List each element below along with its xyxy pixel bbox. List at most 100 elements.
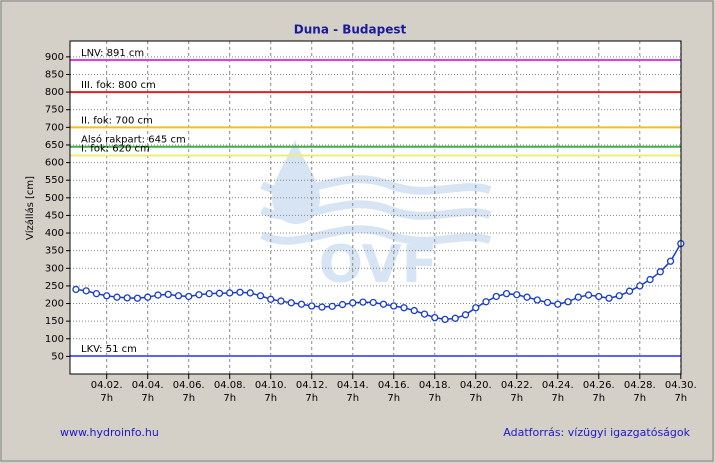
watermark: OVF bbox=[319, 235, 438, 295]
point bbox=[564, 298, 572, 306]
point bbox=[420, 310, 429, 318]
point bbox=[523, 293, 531, 301]
x-tick-label: 04.08. bbox=[214, 380, 246, 391]
footer-right: Adatforrás: vízügyi igazgatóságok bbox=[503, 426, 690, 439]
y-tick-label: 700 bbox=[45, 122, 64, 133]
point bbox=[164, 290, 172, 299]
x-tick-time: 7h bbox=[182, 393, 195, 404]
x-tick-label: 04.20. bbox=[460, 380, 492, 391]
y-tick-label: 100 bbox=[45, 334, 64, 345]
point bbox=[410, 306, 418, 315]
logo: OVF bbox=[260, 140, 492, 295]
x-tick-label: 04.02. bbox=[91, 380, 123, 391]
x-tick-label: 04.30. bbox=[665, 380, 697, 391]
x-tick-time: 7h bbox=[223, 393, 236, 404]
point bbox=[287, 299, 295, 307]
point bbox=[154, 291, 162, 299]
y-tick-label: 350 bbox=[45, 246, 64, 257]
x-tick-time: 7h bbox=[387, 393, 400, 404]
x-tick-time: 7h bbox=[469, 393, 482, 404]
point bbox=[103, 292, 111, 300]
point bbox=[246, 289, 254, 297]
y-tick-label: 600 bbox=[45, 158, 64, 169]
reference-label: II. fok: 700 cm bbox=[81, 115, 153, 126]
point bbox=[185, 292, 193, 301]
y-tick-label: 750 bbox=[45, 105, 64, 116]
x-tick-time: 7h bbox=[428, 393, 441, 404]
point bbox=[615, 292, 623, 300]
point bbox=[451, 314, 459, 322]
point bbox=[359, 298, 367, 306]
point bbox=[226, 289, 234, 297]
point bbox=[584, 291, 593, 299]
x-tick-label: 04.16. bbox=[378, 380, 410, 391]
x-tick-time: 7h bbox=[100, 393, 113, 404]
point bbox=[390, 302, 398, 310]
y-tick-label: 550 bbox=[45, 175, 64, 186]
point bbox=[400, 304, 408, 312]
point bbox=[277, 297, 285, 305]
point bbox=[72, 285, 80, 294]
x-tick-label: 04.24. bbox=[542, 380, 574, 391]
point bbox=[133, 294, 142, 302]
y-tick-label: 250 bbox=[45, 281, 64, 292]
point bbox=[513, 291, 521, 299]
point bbox=[82, 287, 90, 295]
y-tick-label: 500 bbox=[45, 193, 64, 204]
point bbox=[92, 290, 101, 298]
x-tick-label: 04.04. bbox=[132, 380, 164, 391]
point bbox=[256, 292, 265, 300]
point bbox=[267, 295, 275, 303]
point bbox=[646, 275, 654, 284]
reference-label: LNV: 891 cm bbox=[81, 48, 144, 59]
point bbox=[379, 300, 388, 308]
y-tick-label: 450 bbox=[45, 210, 64, 221]
point bbox=[338, 300, 347, 309]
y-tick-label: 150 bbox=[45, 316, 64, 327]
reference-label: I. fok: 620 cm bbox=[81, 144, 150, 155]
point bbox=[605, 294, 613, 302]
x-tick-label: 04.28. bbox=[624, 380, 656, 391]
y-tick-label: 800 bbox=[45, 87, 64, 98]
x-tick-time: 7h bbox=[674, 393, 687, 404]
y-tick-label: 300 bbox=[45, 263, 64, 274]
point bbox=[595, 292, 603, 301]
x-tick-label: 04.12. bbox=[296, 380, 328, 391]
point bbox=[441, 315, 449, 324]
point bbox=[482, 298, 490, 306]
x-tick-time: 7h bbox=[592, 393, 605, 404]
point bbox=[318, 303, 326, 311]
x-tick-label: 04.14. bbox=[337, 380, 369, 391]
point bbox=[636, 282, 644, 290]
point bbox=[656, 268, 664, 276]
point bbox=[308, 302, 316, 310]
x-tick-time: 7h bbox=[510, 393, 523, 404]
point bbox=[492, 292, 500, 301]
x-tick-label: 04.10. bbox=[255, 380, 287, 391]
point bbox=[205, 290, 213, 298]
reference-label: Alsó rakpart: 645 cm bbox=[81, 134, 186, 146]
y-tick-label: 200 bbox=[45, 299, 64, 310]
point bbox=[215, 289, 224, 297]
point bbox=[369, 298, 377, 307]
point bbox=[174, 292, 183, 300]
point bbox=[349, 299, 357, 307]
point bbox=[297, 300, 306, 308]
point bbox=[144, 293, 152, 301]
point bbox=[472, 304, 480, 312]
footer-left[interactable]: www.hydroinfo.hu bbox=[60, 426, 159, 439]
x-tick-time: 7h bbox=[633, 393, 646, 404]
point bbox=[113, 293, 121, 301]
point bbox=[195, 291, 203, 299]
x-tick-label: 04.22. bbox=[501, 380, 533, 391]
y-tick-label: 900 bbox=[45, 52, 64, 63]
point bbox=[574, 293, 582, 301]
reference-label: III. fok: 800 cm bbox=[81, 80, 156, 91]
chart-title: Duna - Budapest bbox=[294, 23, 407, 37]
x-tick-label: 04.06. bbox=[173, 380, 205, 391]
x-tick-time: 7h bbox=[346, 393, 359, 404]
point bbox=[543, 298, 552, 307]
point bbox=[502, 290, 511, 298]
reference-label: LKV: 51 cm bbox=[81, 344, 137, 355]
